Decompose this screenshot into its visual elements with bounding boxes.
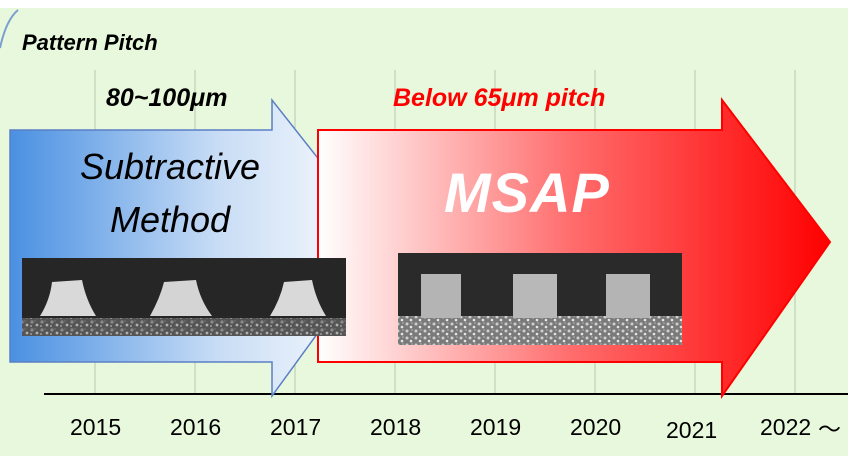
year-label-2015: 2015 [70, 414, 122, 440]
msap-cross-section-image [398, 253, 682, 345]
subtractive-title-line2: Method [109, 199, 231, 240]
year-label-2021: 2021 [666, 417, 718, 443]
year-label-2017: 2017 [270, 414, 322, 440]
subtractive-title-line1: Subtractive [79, 146, 261, 187]
subtractive-pitch-label: 80~100μm [106, 84, 228, 112]
panel-corner-accent [0, 9, 19, 49]
year-label-2020: 2020 [570, 414, 622, 440]
year-label-2022: 2022 [760, 414, 812, 440]
subtractive-cross-section-image [22, 258, 346, 336]
msap-pitch-label: Below 65μm pitch [393, 84, 606, 112]
msap-title: MSAP [444, 161, 610, 224]
pattern-pitch-label: Pattern Pitch [22, 30, 158, 55]
timeline-continuation-mark: 〜 [818, 416, 841, 442]
year-label-2018: 2018 [370, 414, 422, 440]
year-label-2016: 2016 [170, 414, 222, 440]
year-label-2019: 2019 [470, 414, 522, 440]
msap-arrow [317, 97, 832, 400]
